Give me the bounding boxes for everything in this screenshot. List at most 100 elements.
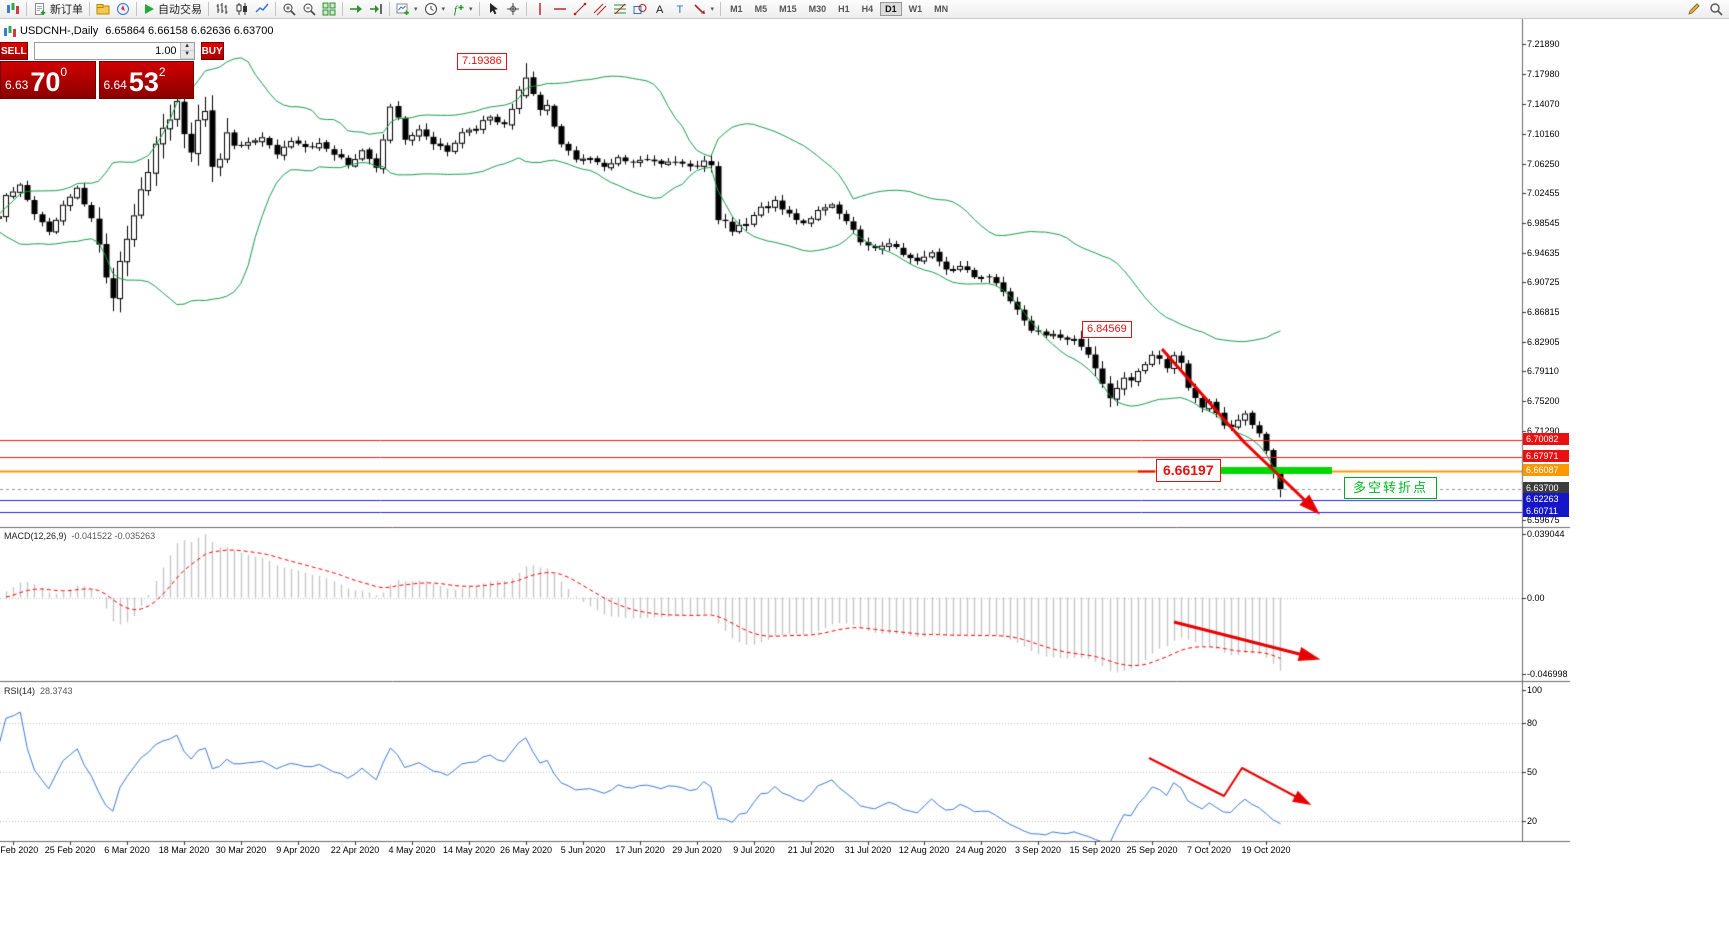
- date-axis-label: 7 Oct 2020: [1186, 845, 1232, 855]
- arrows-icon[interactable]: ▾: [690, 1, 718, 18]
- equidistant-channel-icon[interactable]: [590, 1, 610, 18]
- toolbar-separator: [26, 2, 27, 16]
- high-price-label[interactable]: 7.19386: [457, 53, 507, 70]
- timeframe-d1-button[interactable]: D1: [880, 2, 902, 16]
- macd-values: -0.041522 -0.035263: [71, 531, 156, 541]
- text-icon: A: [653, 2, 667, 16]
- dropdown-caret-icon[interactable]: ▾: [441, 6, 446, 13]
- new-order-button[interactable]: 新订单: [30, 1, 86, 18]
- september-low-label[interactable]: 6.84569: [1082, 321, 1132, 338]
- macd-axis-tick: -0.046998: [1527, 669, 1568, 679]
- zoom-out-icon: [302, 2, 316, 16]
- arrows-icon: [693, 2, 707, 16]
- turning-point-note[interactable]: 多空转折点: [1344, 477, 1438, 499]
- auto-scroll-icon: [349, 2, 363, 16]
- profiles-icon: [96, 2, 110, 16]
- timeframe-h1-button[interactable]: H1: [833, 2, 855, 16]
- trade-panel-controls: SELL ▲ ▼ BUY: [0, 42, 224, 60]
- sell-button[interactable]: SELL: [0, 42, 28, 60]
- bid-point: 0: [60, 65, 68, 79]
- date-axis-label: 21 Jul 2020: [787, 845, 835, 855]
- auto-scroll-icon[interactable]: [346, 1, 366, 18]
- autotrading-icon: [143, 3, 155, 15]
- toolbar-separator: [389, 2, 390, 16]
- price-axis-tick: 6.94635: [1527, 248, 1560, 258]
- chart-shift-icon[interactable]: [366, 1, 386, 18]
- timeframe-w1-button[interactable]: W1: [904, 2, 928, 16]
- one-click-trading-panel: SELL ▲ ▼ BUY 6.63 70 0 6.64 53 2: [0, 42, 224, 99]
- volume-down-icon[interactable]: ▼: [180, 51, 194, 59]
- dropdown-caret-icon[interactable]: ▾: [710, 6, 715, 13]
- bar-chart-type-icon[interactable]: [212, 1, 232, 18]
- main-toolbar: 新订单 自动交易 ▾ ▾ f ▾ A T ▾ M1 M5 M15 M30 H1 H4 D1 W1 MN: [0, 0, 1729, 19]
- text-icon[interactable]: A: [650, 1, 670, 18]
- navigator-icon[interactable]: [113, 1, 133, 18]
- dropdown-caret-icon[interactable]: ▾: [469, 6, 473, 13]
- vertical-line-icon[interactable]: [530, 1, 550, 18]
- date-axis-label: 29 Jun 2020: [672, 845, 722, 855]
- bid-integer: 6.63: [5, 78, 29, 92]
- indicators-icon[interactable]: f ▾: [448, 1, 476, 18]
- support-price-label[interactable]: 6.66197: [1156, 459, 1221, 482]
- volume-stepper: ▲ ▼: [179, 43, 194, 59]
- fibonacci-icon[interactable]: [610, 1, 630, 18]
- navigator-icon: [116, 2, 130, 16]
- zoom-in-icon[interactable]: [279, 1, 299, 18]
- price-axis-tick: 6.59675: [1527, 515, 1560, 525]
- ask-pips: 53: [128, 67, 159, 97]
- volume-input[interactable]: [34, 43, 180, 59]
- autotrading-button[interactable]: 自动交易: [140, 1, 205, 18]
- timeframe-m1-button[interactable]: M1: [725, 2, 748, 16]
- zoom-out-icon[interactable]: [299, 1, 319, 18]
- ask-point: 2: [158, 65, 166, 79]
- profiles-icon[interactable]: [93, 1, 113, 18]
- indicators-icon: f: [451, 2, 465, 16]
- timeframe-mn-button[interactable]: MN: [929, 2, 953, 16]
- trendline-icon[interactable]: [570, 1, 590, 18]
- rsi-value: 28.3743: [40, 686, 73, 696]
- chart-window-icon[interactable]: [3, 1, 23, 18]
- search-icon[interactable]: [1709, 2, 1723, 21]
- line-chart-type-icon[interactable]: [252, 1, 272, 18]
- timeframe-m30-button-label: M30: [808, 4, 827, 14]
- tile-windows-icon[interactable]: [319, 1, 339, 18]
- timeframe-h4-button[interactable]: H4: [857, 2, 879, 16]
- rsi-axis-tick: 80: [1527, 718, 1538, 728]
- horizontal-line-icon[interactable]: [550, 1, 570, 18]
- price-axis-tick: 7.10160: [1527, 129, 1560, 139]
- candlestick-chart-type-icon[interactable]: [232, 1, 252, 18]
- sell-price-button[interactable]: 6.63 70 0: [0, 61, 96, 99]
- date-axis-label: 26 May 2020: [499, 845, 553, 855]
- toolbar-separator: [89, 2, 90, 16]
- toolbar-separator: [478, 2, 480, 16]
- macd-name: MACD(12,26,9): [4, 531, 67, 541]
- date-axis-label: 12 Feb 2020: [0, 845, 39, 855]
- timeframe-m5-button[interactable]: M5: [750, 2, 773, 16]
- buy-price-button[interactable]: 6.64 53 2: [98, 61, 194, 99]
- vertical-line-icon: [533, 2, 547, 16]
- price-axis-tick: 7.21890: [1527, 39, 1560, 49]
- timeframe-m15-button[interactable]: M15: [774, 2, 802, 16]
- timeframe-m30-button[interactable]: M30: [804, 2, 832, 16]
- shapes-icon[interactable]: [630, 1, 650, 18]
- period-icon[interactable]: ▾: [421, 1, 449, 18]
- rsi-axis-tick: 20: [1527, 816, 1538, 826]
- price-axis-tick: 6.98545: [1527, 218, 1560, 228]
- price-axis-tag: 6.67971: [1523, 450, 1569, 462]
- autotrading-button-label: 自动交易: [158, 4, 202, 16]
- cursor-icon[interactable]: [483, 1, 503, 18]
- pencil-icon[interactable]: [1687, 2, 1701, 21]
- toolbar-separator: [208, 2, 209, 16]
- crosshair-icon[interactable]: [503, 1, 523, 18]
- price-axis-tag: 6.70082: [1523, 433, 1569, 445]
- macd-panel-label: MACD(12,26,9) -0.041522 -0.035263: [4, 531, 155, 541]
- chart-header: USDCNH-,Daily 6.65864 6.66158 6.62636 6.…: [20, 25, 273, 37]
- toolbar-right-icons: [1687, 2, 1723, 21]
- dropdown-caret-icon[interactable]: ▾: [414, 6, 418, 13]
- price-axis-tick: 6.75200: [1527, 396, 1560, 406]
- new-chart-icon[interactable]: ▾: [393, 1, 421, 18]
- volume-up-icon[interactable]: ▲: [180, 43, 194, 51]
- text-label-icon[interactable]: T: [670, 1, 690, 18]
- buy-button[interactable]: BUY: [200, 42, 224, 60]
